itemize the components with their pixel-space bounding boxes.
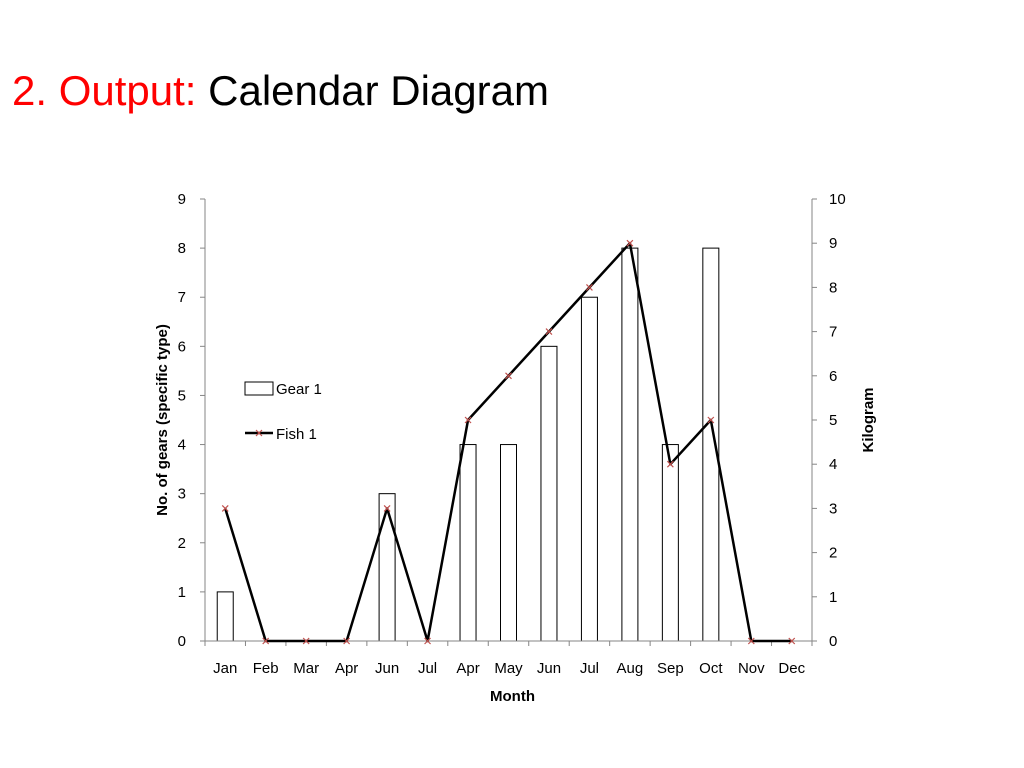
x-tick-label: Jun bbox=[375, 660, 399, 677]
fish-1-marker bbox=[707, 416, 715, 424]
fish-1-marker bbox=[505, 372, 512, 380]
x-axis-title: Month bbox=[490, 688, 535, 705]
bar-gear-1 bbox=[216, 591, 234, 642]
fish-1-marker bbox=[788, 637, 796, 645]
x-tick-label: Jan bbox=[213, 660, 237, 677]
slide-title-main: Calendar Diagram bbox=[208, 67, 549, 114]
bar-gear-1 bbox=[661, 444, 679, 642]
x-tick-label: Aug bbox=[617, 660, 644, 677]
bar-gear-1 bbox=[621, 247, 639, 642]
y-tick-label-right: 5 bbox=[829, 412, 837, 429]
x-tick-label: Apr bbox=[456, 660, 479, 677]
y-tick-label-right: 6 bbox=[829, 368, 837, 385]
x-tick-label: Jul bbox=[418, 660, 437, 677]
bar-gear-1 bbox=[459, 444, 477, 642]
x-tick-label: Jun bbox=[537, 660, 561, 677]
y-tick-label-left: 4 bbox=[178, 437, 186, 454]
x-tick-label: May bbox=[494, 660, 523, 677]
chart-legend: Gear 1 Fish 1 bbox=[244, 381, 322, 443]
fish-1-marker bbox=[221, 504, 229, 512]
y-tick-label-left: 0 bbox=[178, 633, 186, 650]
bar-gear-1 bbox=[540, 345, 558, 642]
y-tick-label-right: 2 bbox=[829, 545, 837, 562]
fish-1-marker bbox=[343, 637, 351, 645]
y-axis-title-left: No. of gears (specific type) bbox=[154, 324, 171, 516]
x-tick-label: Sep bbox=[657, 660, 684, 677]
x-tick-label: Nov bbox=[738, 660, 765, 677]
slide-title: 2. Output: Calendar Diagram bbox=[12, 67, 549, 114]
y-tick-label-left: 2 bbox=[178, 535, 186, 552]
y-axis-title-right: Kilogram bbox=[860, 387, 877, 452]
x-tick-label: Dec bbox=[778, 660, 805, 677]
y-tick-label-right: 9 bbox=[829, 235, 837, 252]
fish-1-marker bbox=[545, 328, 553, 336]
y-tick-label-left: 1 bbox=[178, 584, 186, 601]
x-tick-label: Feb bbox=[253, 660, 279, 677]
fish-1-marker bbox=[626, 239, 634, 247]
y-tick-label-right: 4 bbox=[829, 456, 837, 473]
legend-swatch-gear-1 bbox=[244, 381, 274, 396]
y-tick-label-left: 8 bbox=[178, 240, 186, 257]
fish-1-marker bbox=[747, 637, 755, 645]
y-tick-label-right: 1 bbox=[829, 589, 837, 606]
bar-gear-1 bbox=[500, 444, 517, 642]
legend-marker-fish-1 bbox=[255, 429, 263, 437]
fish-1-marker bbox=[262, 637, 270, 645]
y-tick-label-right: 8 bbox=[829, 279, 837, 296]
x-tick-label: Mar bbox=[293, 660, 319, 677]
fish-1-marker bbox=[383, 504, 391, 512]
x-tick-label: Apr bbox=[335, 660, 358, 677]
legend-label-fish-1: Fish 1 bbox=[276, 426, 317, 443]
fish-line-series bbox=[221, 239, 796, 645]
y-tick-label-left: 5 bbox=[178, 387, 186, 404]
y-tick-label-right: 10 bbox=[829, 191, 846, 208]
slide-title-prefix: 2. Output: bbox=[12, 67, 197, 114]
fish-1-marker bbox=[424, 637, 431, 645]
y-tick-label-right: 7 bbox=[829, 324, 837, 341]
y-tick-label-left: 9 bbox=[178, 191, 186, 208]
fish-1-marker bbox=[302, 637, 310, 645]
y-tick-label-right: 3 bbox=[829, 500, 837, 517]
legend-label-gear-1: Gear 1 bbox=[276, 381, 322, 398]
fish-1-marker bbox=[464, 416, 472, 424]
fish-1-marker bbox=[586, 283, 593, 291]
y-tick-label-left: 7 bbox=[178, 289, 186, 306]
y-tick-label-left: 6 bbox=[178, 338, 186, 355]
chart-labels: 0 1 2 3 4 5 6 7 8 9 0 1 2 3 4 5 6 7 8 9 10 Jan Feb Mar Apr Jun Jul… bbox=[154, 191, 877, 705]
x-tick-label: Oct bbox=[699, 660, 723, 677]
fish-1-marker bbox=[666, 460, 674, 468]
x-tick-label: Jul bbox=[580, 660, 599, 677]
bar-gear-1 bbox=[580, 296, 598, 642]
gear-bars bbox=[216, 247, 720, 642]
y-tick-label-left: 3 bbox=[178, 486, 186, 503]
bar-gear-1 bbox=[378, 493, 396, 642]
y-tick-label-right: 0 bbox=[829, 633, 837, 650]
